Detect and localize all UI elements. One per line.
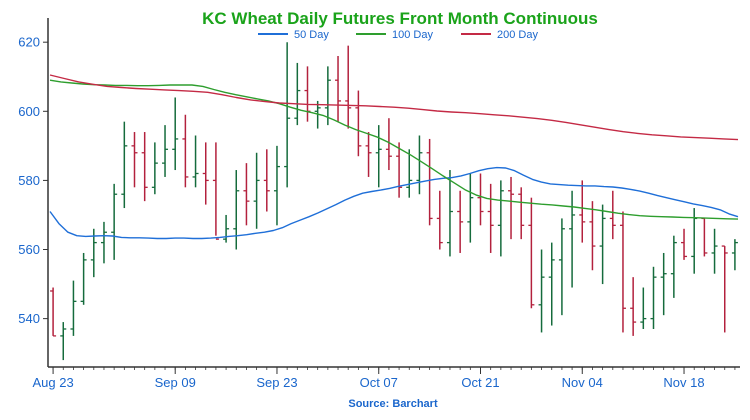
- ohlc-bar: [121, 121, 128, 209]
- ohlc-bar: [467, 173, 474, 243]
- ohlc-bar: [548, 242, 555, 326]
- ohlc-bar: [579, 180, 586, 243]
- ohlc-bar: [111, 183, 118, 260]
- y-axis: 540 560 580 600 620: [18, 18, 49, 367]
- x-tick-label: Sep 09: [155, 375, 196, 390]
- legend-label-50-day: 50 Day: [294, 29, 329, 41]
- ohlc-bar: [589, 201, 596, 271]
- ohlc-bar: [630, 277, 637, 336]
- legend-item-50-day: 50 Day: [258, 29, 329, 41]
- ma-line-50-day: [49, 166, 739, 240]
- ohlc-bar: [446, 170, 453, 257]
- ohlc-bar: [477, 173, 484, 226]
- ohlc-bar: [243, 163, 250, 226]
- ohlc-bar: [355, 90, 362, 157]
- ohlc-bar: [701, 217, 708, 257]
- ohlc-bar: [619, 211, 626, 333]
- ohlc-bar: [426, 138, 433, 226]
- ohlc-bar: [436, 190, 443, 250]
- ohlc-bar: [223, 214, 230, 243]
- x-tick-label: Nov 04: [562, 375, 603, 390]
- ma-line-200-day: [49, 74, 739, 141]
- ma-line-100-day: [49, 79, 739, 220]
- ohlc-bar: [192, 135, 199, 188]
- price-bars: [50, 42, 738, 361]
- ohlc-bar: [335, 56, 342, 122]
- y-tick-label: 540: [18, 311, 40, 326]
- ohlc-bar: [396, 142, 403, 198]
- ohlc-bar: [162, 125, 169, 177]
- ohlc-bar: [100, 221, 107, 264]
- x-tick-label: Aug 23: [32, 375, 73, 390]
- ohlc-bar: [253, 152, 260, 229]
- ohlc-bar: [487, 183, 494, 253]
- x-tick-label: Sep 23: [256, 375, 297, 390]
- ohlc-bar: [558, 218, 565, 316]
- ohlc-bar: [233, 170, 240, 250]
- ohlc-bar: [375, 125, 382, 188]
- ohlc-bar: [528, 197, 535, 309]
- legend-label-100-day: 100 Day: [392, 29, 433, 41]
- ohlc-bar: [660, 252, 667, 316]
- ohlc-bar: [263, 149, 270, 212]
- ohlc-bar: [731, 239, 738, 271]
- ohlc-bar: [365, 132, 372, 177]
- ohlc-bar: [569, 190, 576, 288]
- y-tick-label: 620: [18, 35, 40, 50]
- ohlc-bar: [345, 45, 352, 129]
- ohlc-bar: [90, 228, 97, 278]
- ohlc-bar: [711, 228, 718, 274]
- ohlc-bar: [670, 235, 677, 298]
- chart-title: KC Wheat Daily Futures Front Month Conti…: [202, 9, 598, 28]
- ohlc-bar: [324, 66, 331, 126]
- y-tick-label: 600: [18, 104, 40, 119]
- legend-item-100-day: 100 Day: [356, 29, 433, 41]
- ohlc-bar: [202, 142, 209, 205]
- ohlc-bar: [70, 280, 77, 336]
- x-axis: Aug 23 Sep 09 Sep 23 Oct 07 Oct 21 Nov 04 Nov …: [32, 366, 740, 390]
- ohlc-bar: [212, 142, 219, 240]
- x-tick-label: Oct 07: [360, 375, 398, 390]
- ohlc-bar: [273, 145, 280, 226]
- x-tick-label: Nov 18: [663, 375, 704, 390]
- ohlc-bar: [508, 176, 515, 240]
- ohlc-bar: [640, 287, 647, 329]
- ohlc-bar: [650, 266, 657, 329]
- ohlc-bar: [50, 287, 57, 337]
- source-note: Source: Barchart: [348, 398, 438, 410]
- ohlc-bar: [416, 135, 423, 195]
- ohlc-bar: [304, 66, 311, 122]
- ohlc-bar: [681, 228, 688, 260]
- ohlc-bar: [60, 322, 67, 361]
- ohlc-bar: [406, 149, 413, 198]
- ohlc-bar: [609, 190, 616, 240]
- ohlc-bar: [457, 190, 464, 253]
- ohlc-bar: [497, 180, 504, 257]
- ohlc-bar: [131, 132, 138, 188]
- ohlc-bar: [538, 249, 545, 333]
- legend: 50 Day 100 Day 200 Day: [258, 29, 538, 41]
- legend-item-200-day: 200 Day: [461, 29, 538, 41]
- ohlc-bar: [599, 204, 606, 285]
- ohlc-bar: [721, 245, 728, 333]
- ohlc-bar: [151, 142, 158, 195]
- moving-average-lines: [49, 74, 739, 240]
- ohlc-bar: [284, 42, 291, 188]
- ohlc-bar: [182, 114, 189, 188]
- ohlc-bar: [518, 187, 525, 240]
- ohlc-bar: [172, 97, 179, 171]
- y-tick-label: 580: [18, 173, 40, 188]
- x-tick-label: Oct 21: [461, 375, 499, 390]
- ohlc-bar: [80, 252, 87, 305]
- legend-label-200-day: 200 Day: [497, 29, 538, 41]
- ohlc-bar: [141, 132, 148, 202]
- ohlc-bar: [385, 118, 392, 171]
- y-tick-label: 560: [18, 242, 40, 257]
- ohlc-bar: [294, 62, 301, 126]
